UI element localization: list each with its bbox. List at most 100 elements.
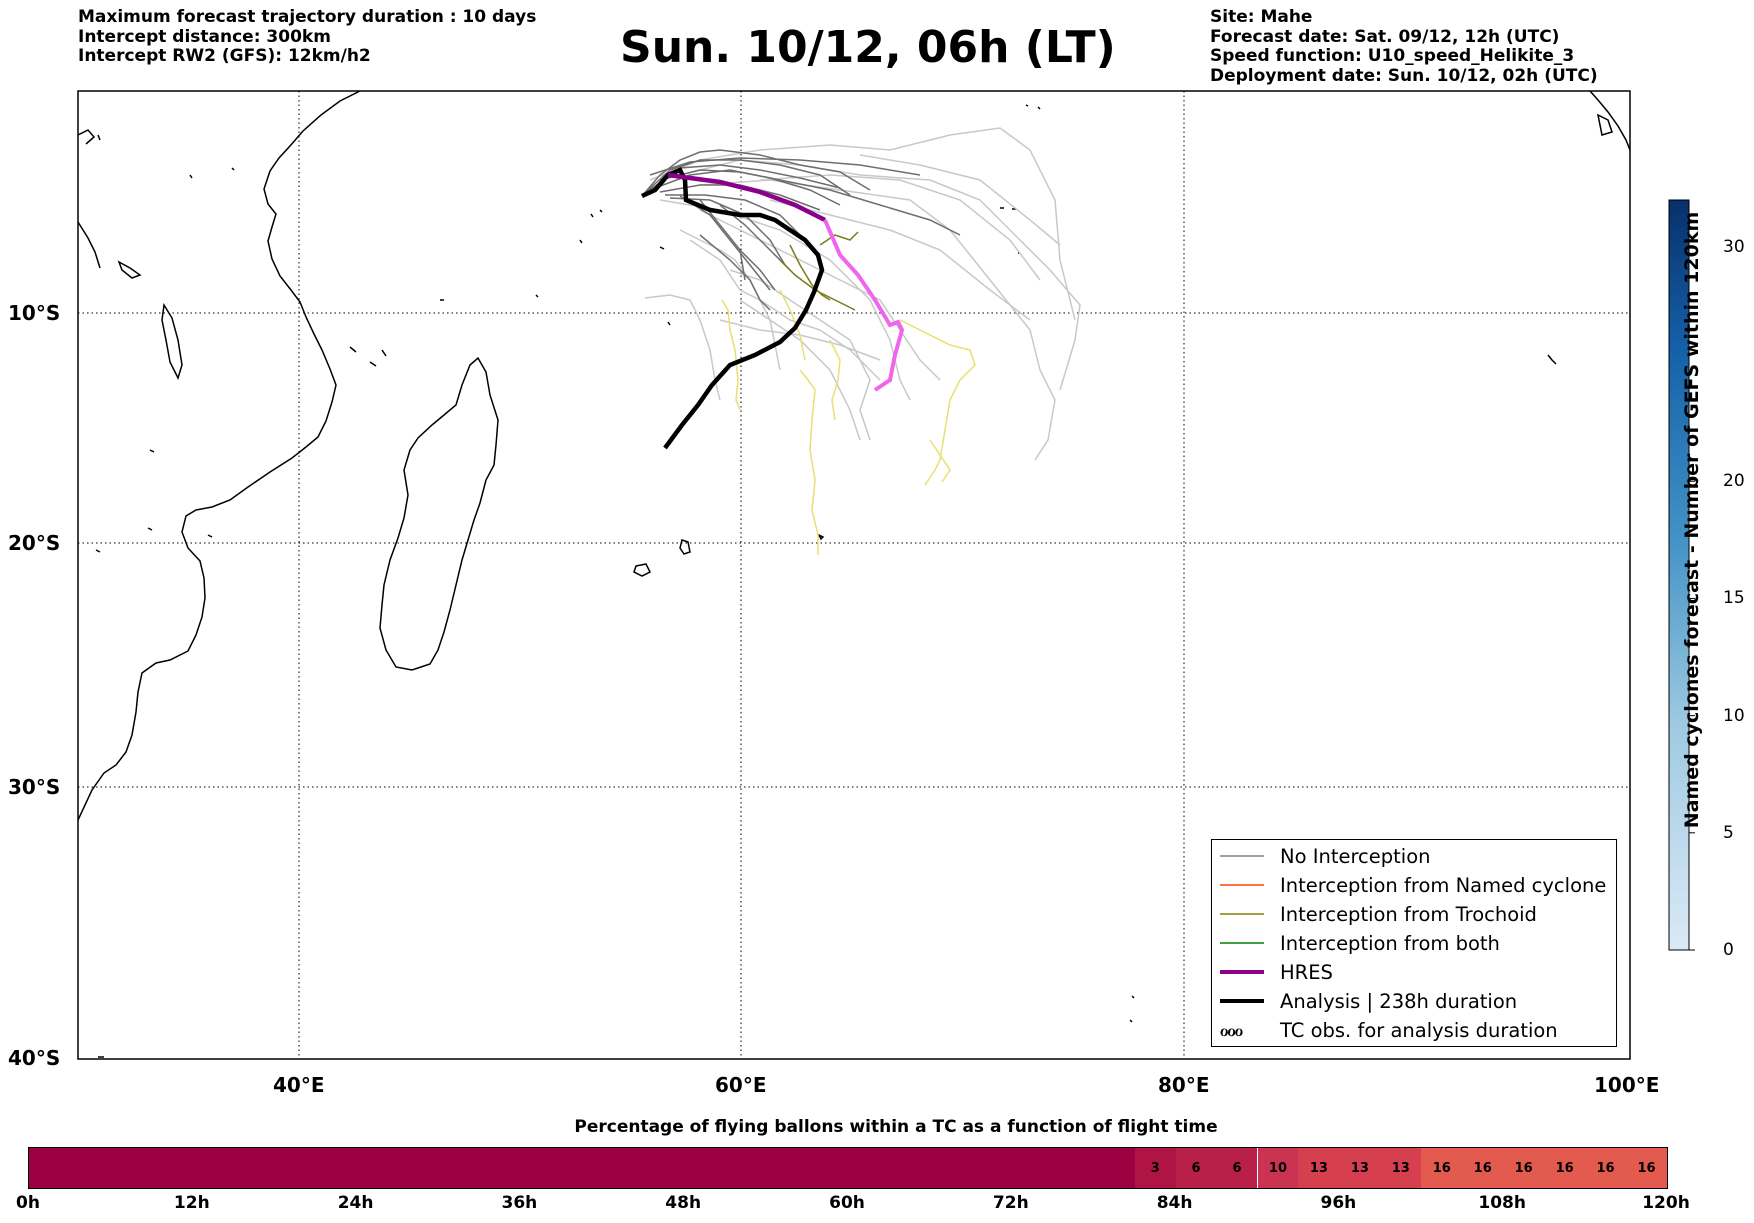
tracks-yellow (721, 289, 976, 555)
pct-segment: 16 (1503, 1148, 1545, 1188)
legend-item-hres: HRES (1220, 958, 1333, 986)
pct-tick-label: 84h (1156, 1193, 1193, 1213)
island-madagascar (379, 356, 499, 671)
pct-segment: 16 (1544, 1148, 1586, 1188)
lon-label-60e: 60°E (715, 1073, 767, 1097)
island-rodrigues (817, 533, 825, 541)
tc-obs-icon: ℴℴℴ (1220, 1019, 1243, 1041)
lat-label-30s: 30°S (8, 775, 61, 799)
percentage-bar: 3 6 6 10 13 13 13 16 16 16 16 16 16 (28, 1147, 1668, 1189)
run-parameters: Maximum forecast trajectory duration : 1… (78, 7, 537, 67)
pct-segment: 16 (1462, 1148, 1504, 1188)
legend-swatch (1220, 970, 1264, 974)
colorbar-tick: 5 (1723, 822, 1734, 843)
lat-label-40s: 40°S (8, 1046, 61, 1070)
hres-trajectory-late (823, 219, 905, 392)
pct-segment: 13 (1298, 1148, 1340, 1188)
colorbar-tick: 10 (1723, 705, 1745, 726)
lon-label-80e: 80°E (1158, 1073, 1210, 1097)
islets-north (95, 104, 1041, 1058)
colorbar-tick-lines (1689, 246, 1695, 951)
pct-segment (29, 1148, 1135, 1188)
colorbar-tick: 0 (1723, 940, 1734, 960)
param-deployment-date: Deployment date: Sun. 10/12, 02h (UTC) (1210, 65, 1598, 86)
pct-tick-label: 12h (173, 1193, 210, 1213)
legend-swatch (1220, 855, 1264, 857)
legend-label: No Interception (1280, 844, 1431, 868)
percentage-bar-title: Percentage of flying ballons within a TC… (574, 1117, 1218, 1137)
site-parameters: Site: Mahe Forecast date: Sat. 09/12, 12… (1210, 7, 1598, 86)
legend-item-tc-obs: ℴℴℴ TC obs. for analysis duration (1220, 1016, 1558, 1044)
legend-item-analysis: Analysis | 238h duration (1220, 987, 1517, 1015)
colorbar-tick: 20 (1723, 471, 1745, 492)
legend-swatch (1220, 999, 1264, 1003)
pct-segment: 13 (1380, 1148, 1422, 1188)
pct-segment: 6 (1216, 1148, 1258, 1188)
pct-segment: 16 (1421, 1148, 1463, 1188)
pct-segment: 10 (1257, 1148, 1299, 1188)
pct-tick-label: 48h (665, 1193, 702, 1213)
island-mascarene-reunion (633, 563, 652, 577)
ensemble-tracks-no-interception (641, 149, 961, 311)
colorbar-gradient (1668, 199, 1690, 951)
legend-swatch (1220, 884, 1264, 886)
param-speed-function: Speed function: U10_speed_Helikite_3 (1210, 46, 1575, 66)
pct-tick-label: 72h (992, 1193, 1029, 1213)
island-chagos (1547, 354, 1557, 365)
pct-tick-label: 36h (501, 1193, 538, 1213)
lat-label-20s: 20°S (8, 531, 61, 555)
lon-label-100e: 100°E (1594, 1073, 1660, 1097)
coastlines (78, 91, 1630, 1058)
param-duration: Maximum forecast trajectory duration : 1… (78, 7, 537, 27)
pct-tick-label: 60h (829, 1193, 865, 1213)
legend-item-trochoid: Interception from Trochoid (1220, 900, 1537, 928)
coast-gulf (78, 129, 96, 145)
coast-africa-east (78, 91, 361, 821)
pct-segment: 16 (1585, 1148, 1627, 1188)
island-seychelles-main (117, 260, 142, 279)
hres-trajectory (667, 172, 827, 223)
map-gridlines (78, 91, 1630, 1059)
analysis-trajectory (641, 167, 825, 450)
legend-swatch (1220, 913, 1264, 915)
legend-label: Interception from Named cyclone (1280, 873, 1607, 897)
coast-india-tip (1589, 91, 1630, 151)
param-forecast-date: Forecast date: Sat. 09/12, 12h (UTC) (1210, 26, 1560, 47)
legend-label: Interception from Trochoid (1280, 902, 1537, 926)
pct-tick-label: 96h (1320, 1193, 1357, 1213)
pct-tick-label: 120h (1642, 1193, 1690, 1213)
island-comoros (349, 346, 387, 367)
pct-tick-label: 108h (1478, 1193, 1526, 1213)
colorbar-tick: 30 (1723, 236, 1745, 257)
map-title: Sun. 10/12, 06h (LT) (620, 22, 1116, 73)
legend-item-named-cyclone: Interception from Named cyclone (1220, 871, 1606, 899)
lat-label-10s: 10°S (8, 301, 61, 325)
pct-segment: 3 (1134, 1148, 1176, 1188)
island-zanzibar (161, 302, 183, 381)
pct-tick-label: 24h (337, 1193, 374, 1213)
tracks-trochoid (779, 231, 859, 311)
island-sri-lanka (1596, 113, 1613, 136)
legend-label: HRES (1280, 960, 1333, 984)
legend-label: TC obs. for analysis duration (1280, 1018, 1558, 1042)
param-site: Site: Mahe (1210, 7, 1313, 27)
coast-somalia-north (78, 221, 101, 269)
pct-segment: 13 (1339, 1148, 1381, 1188)
pct-segment: 16 (1626, 1148, 1667, 1188)
legend-label: Analysis | 238h duration (1280, 989, 1518, 1013)
legend-label: Interception from both (1280, 931, 1500, 955)
ensemble-tracks-light (644, 127, 1081, 461)
map-legend: No Interception Interception from Named … (1211, 839, 1617, 1047)
param-intercept-rw2: Intercept RW2 (GFS): 12km/h2 (78, 46, 371, 66)
param-intercept-distance: Intercept distance: 300km (78, 26, 331, 47)
colorbar-tick: 15 (1723, 588, 1745, 609)
pct-segment: 6 (1175, 1148, 1217, 1188)
legend-item-both: Interception from both (1220, 929, 1500, 957)
colorbar-title: Named cyclones forecast - Number of GEFS… (1681, 211, 1703, 829)
legend-item-no-interception: No Interception (1220, 842, 1431, 870)
lon-label-40e: 40°E (273, 1073, 325, 1097)
map-frame (77, 90, 1631, 1060)
legend-swatch (1220, 942, 1264, 944)
pct-tick-label: 0h (16, 1193, 40, 1213)
